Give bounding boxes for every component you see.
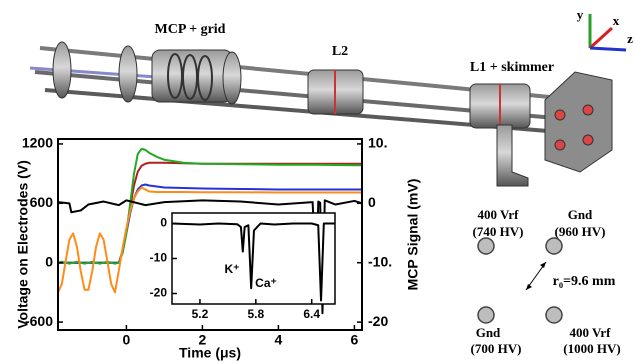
radius-label: r₀=9.6 mm: [553, 274, 616, 289]
arrow-head: [526, 284, 532, 290]
y2-tick-label: -20: [368, 313, 388, 329]
x-tick-label: 6.4: [303, 307, 320, 321]
electrode: [478, 238, 494, 254]
electrode-role: Gnd: [476, 325, 501, 340]
electrode-role: 400 Vrf: [569, 325, 611, 340]
electrode-role: Gnd: [568, 207, 593, 222]
trap-rod-end: [555, 110, 565, 120]
electrode-role: 400 Vrf: [477, 207, 519, 222]
component-label: L1 + skimmer: [470, 60, 554, 75]
figure: MCP + grid L2 L1 + skimmer y x z 400 Vrf…: [0, 0, 636, 362]
electrode: [546, 238, 562, 254]
axis-arrow: [590, 48, 626, 50]
x-tick-label: 5.8: [247, 307, 264, 321]
trap-rod-end: [555, 140, 565, 150]
axis-name: y: [577, 7, 584, 22]
apparatus-render: MCP + grid L2 L1 + skimmer y x z: [30, 7, 633, 186]
x-tick-label: 5.2: [192, 307, 209, 321]
electrode-hv: (740 HV): [473, 224, 524, 239]
plot: 5.2 5.8 6.4 0 -10 -20 K⁺ Ca⁺: [150, 213, 335, 321]
support-stand: [497, 125, 528, 186]
axis-name: x: [613, 13, 620, 28]
mcp-stack: [152, 50, 232, 102]
trap-rod-end: [583, 135, 593, 145]
ring-plate: [119, 46, 137, 102]
x-tick-label: 4: [275, 332, 283, 348]
electrode: [546, 307, 562, 323]
y-tick-label: -10: [150, 251, 168, 265]
electrode-hv: (700 HV): [471, 341, 522, 356]
trap-cage: [545, 72, 612, 172]
axis-arrow: [590, 28, 612, 48]
y2-tick-label: 10.: [368, 135, 387, 151]
y2-axis-title: MCP Signal (mV): [405, 179, 421, 291]
x-tick-label: 6: [351, 332, 359, 348]
electrode-diagram: 400 Vrf (740 HV) Gnd (960 HV) Gnd (700 H…: [471, 207, 621, 356]
annotation: Ca⁺: [255, 276, 277, 290]
x-tick-label: 0: [123, 332, 131, 348]
trap-rod-end: [583, 105, 593, 115]
y2-tick-label: 0: [368, 194, 376, 210]
electrode: [478, 307, 494, 323]
y-tick-label: 0: [160, 216, 167, 230]
axis-name: z: [627, 31, 633, 46]
x-axis-title: Time (μs): [179, 345, 241, 361]
arrow-head: [540, 262, 546, 268]
y-tick-label: 600: [30, 194, 54, 210]
ring-plate: [223, 52, 241, 104]
page: {"render": {"labels": ["MCP + grid", "L2…: [0, 0, 636, 362]
y-axis-title: Voltage on Electrodes (V): [15, 160, 31, 329]
y-tick-label: -20: [150, 286, 168, 300]
electrode-hv: (1000 HV): [563, 341, 620, 356]
component-label: MCP + grid: [155, 22, 226, 37]
y-tick-label: 0: [45, 253, 53, 269]
annotation: K⁺: [225, 262, 240, 276]
ring-plate: [53, 42, 71, 98]
y-tick-label: 1200: [22, 135, 53, 151]
component-label: L2: [332, 44, 348, 59]
electrode-hv: (960 HV): [555, 224, 606, 239]
y2-tick-label: -10.: [368, 253, 392, 269]
